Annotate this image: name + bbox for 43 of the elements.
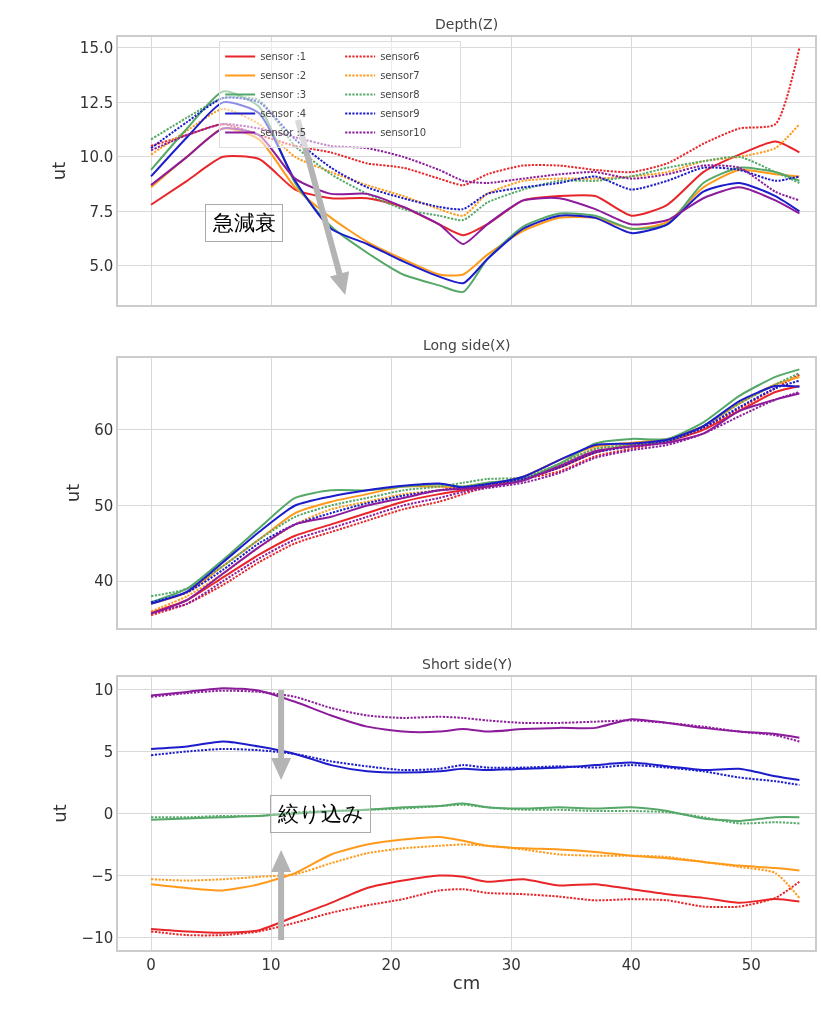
y-tick-label: 7.5 — [89, 202, 114, 221]
annotation: 絞り込み — [277, 802, 364, 826]
x-tick-label: 50 — [741, 955, 761, 974]
x-tick-label: 0 — [146, 955, 156, 974]
legend-label: sensor6 — [380, 51, 420, 63]
annotation: 急減衰 — [212, 211, 276, 235]
chart-title: Long side(X) — [423, 337, 511, 353]
x-tick-label: 30 — [501, 955, 521, 974]
line-series — [150, 740, 801, 781]
chart-title: Depth(Z) — [435, 16, 499, 32]
line-series — [150, 127, 801, 277]
x-tick-label: 40 — [621, 955, 641, 974]
y-axis-title: ut — [49, 804, 71, 823]
y-tick-label: −5 — [91, 866, 114, 885]
legend-label: sensor9 — [380, 108, 420, 120]
y-axis-title: ut — [47, 161, 69, 181]
legend-label: sensor :4 — [260, 108, 307, 120]
legend-label: sensor10 — [380, 127, 427, 139]
x-axis-title: cm — [452, 972, 481, 994]
y-tick-label: 12.5 — [79, 93, 114, 112]
y-tick-label: 10 — [94, 680, 114, 699]
y-tick-label: 40 — [94, 572, 114, 591]
legend-label: sensor :3 — [260, 89, 307, 101]
y-tick-label: 15.0 — [79, 39, 114, 58]
x-tick-label: 20 — [381, 955, 401, 974]
x-tick-label: 10 — [261, 955, 281, 974]
y-tick-label: 60 — [94, 421, 114, 440]
y-tick-label: 5.0 — [89, 257, 114, 276]
y-tick-label: 0 — [103, 804, 114, 823]
legend-label: sensor8 — [380, 89, 420, 101]
y-tick-label: 10.0 — [79, 148, 114, 167]
y-tick-label: −10 — [81, 928, 114, 947]
legend-label: sensor7 — [380, 70, 420, 82]
line-series — [150, 140, 801, 237]
legend-label: sensor :5 — [260, 127, 307, 139]
line-series — [150, 127, 801, 245]
legend-label: sensor :1 — [260, 51, 307, 63]
legend-label: sensor :2 — [260, 70, 307, 82]
y-tick-label: 5 — [103, 742, 114, 761]
line-series — [150, 46, 801, 187]
y-axis-title: ut — [61, 483, 83, 503]
y-tick-label: 50 — [94, 496, 114, 515]
chart-title: Short side(Y) — [422, 656, 513, 672]
